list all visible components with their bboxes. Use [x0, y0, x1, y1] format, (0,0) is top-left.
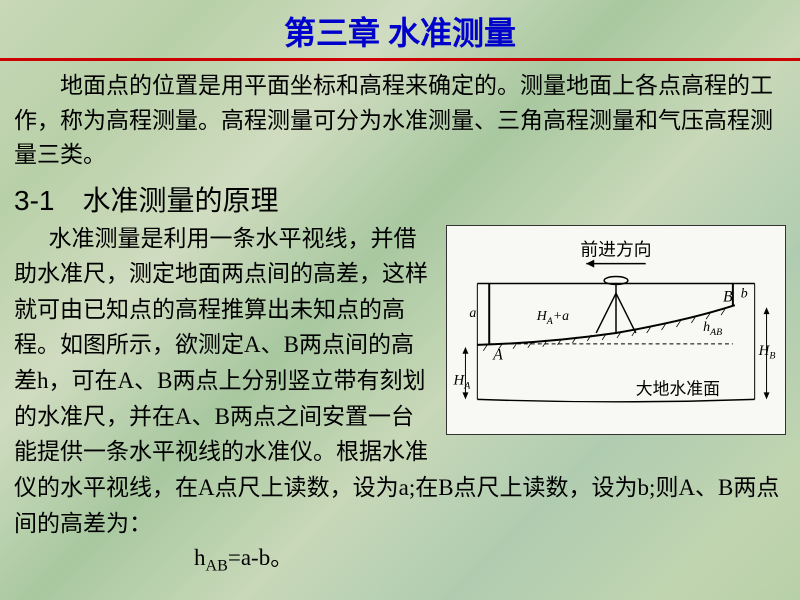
section-title: 3-1 水准测量的原理 — [0, 173, 800, 221]
leveling-diagram: 前进方向 — [446, 225, 786, 435]
chapter-title: 第三章 水准测量 — [0, 0, 800, 58]
svg-text:HA+a: HA+a — [536, 308, 569, 327]
label-B: B — [723, 288, 733, 305]
label-a: a — [469, 305, 476, 320]
datum-label: 大地水准面 — [636, 379, 720, 398]
content-area: 前进方向 — [0, 221, 800, 580]
svg-text:hAB: hAB — [703, 318, 722, 337]
direction-label: 前进方向 — [580, 239, 651, 259]
label-b: b — [741, 285, 748, 300]
formula: hAB=a-b。 — [14, 541, 786, 579]
svg-text:HA: HA — [453, 372, 472, 391]
title-underline — [0, 58, 800, 61]
label-A: A — [492, 346, 503, 363]
intro-paragraph: 地面点的位置是用平面坐标和高程来确定的。测量地面上各点高程的工作，称为高程测量。… — [0, 69, 800, 173]
